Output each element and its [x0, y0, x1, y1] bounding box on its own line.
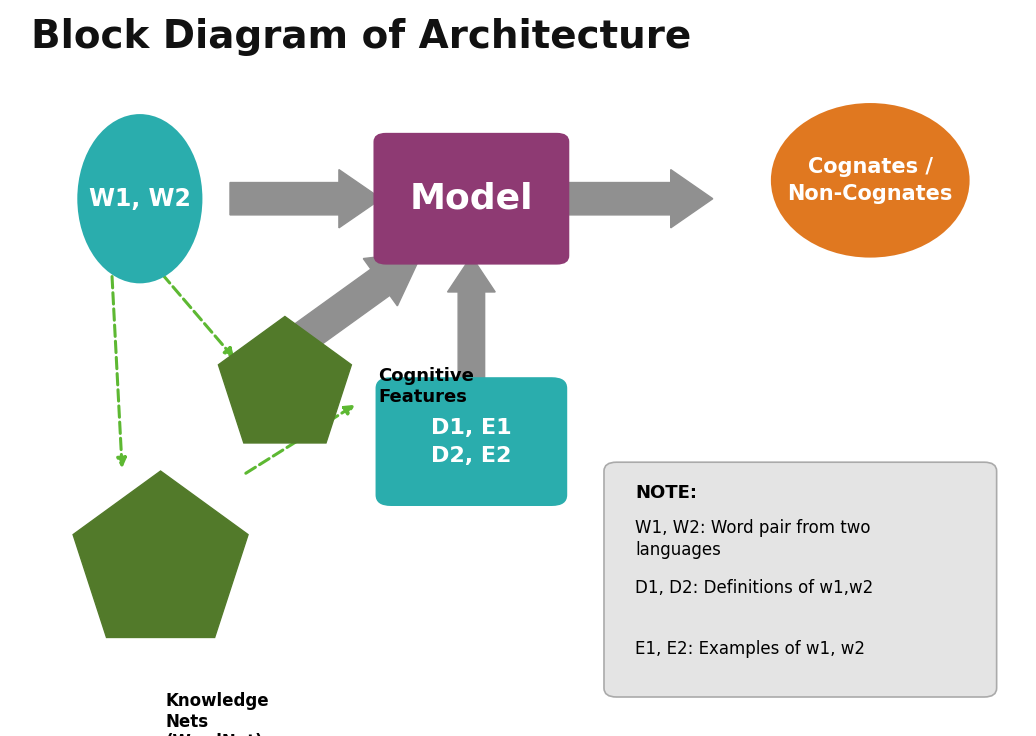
- Polygon shape: [563, 169, 713, 228]
- Ellipse shape: [78, 114, 202, 283]
- Text: NOTE:: NOTE:: [635, 484, 697, 502]
- Text: Block Diagram of Architecture: Block Diagram of Architecture: [31, 18, 691, 57]
- FancyBboxPatch shape: [604, 462, 997, 697]
- Text: D1, E1
D2, E2: D1, E1 D2, E2: [431, 417, 512, 466]
- Polygon shape: [262, 252, 423, 374]
- Text: Knowledge
Nets
(WordNet): Knowledge Nets (WordNet): [166, 692, 269, 736]
- Polygon shape: [74, 471, 248, 637]
- FancyBboxPatch shape: [374, 133, 570, 265]
- Text: E1, E2: Examples of w1, w2: E1, E2: Examples of w1, w2: [635, 640, 865, 657]
- Text: Cognates /
Non-Cognates: Cognates / Non-Cognates: [787, 157, 953, 204]
- Text: W1, W2: Word pair from two
languages: W1, W2: Word pair from two languages: [635, 519, 870, 559]
- Polygon shape: [230, 169, 381, 228]
- Ellipse shape: [771, 103, 970, 258]
- Text: W1, W2: W1, W2: [89, 187, 191, 210]
- Text: D1, D2: Definitions of w1,w2: D1, D2: Definitions of w1,w2: [635, 579, 873, 597]
- Polygon shape: [219, 316, 351, 443]
- Polygon shape: [448, 256, 495, 384]
- Text: Model: Model: [409, 182, 534, 216]
- Text: Cognitive
Features: Cognitive Features: [378, 367, 474, 406]
- FancyBboxPatch shape: [376, 377, 568, 506]
